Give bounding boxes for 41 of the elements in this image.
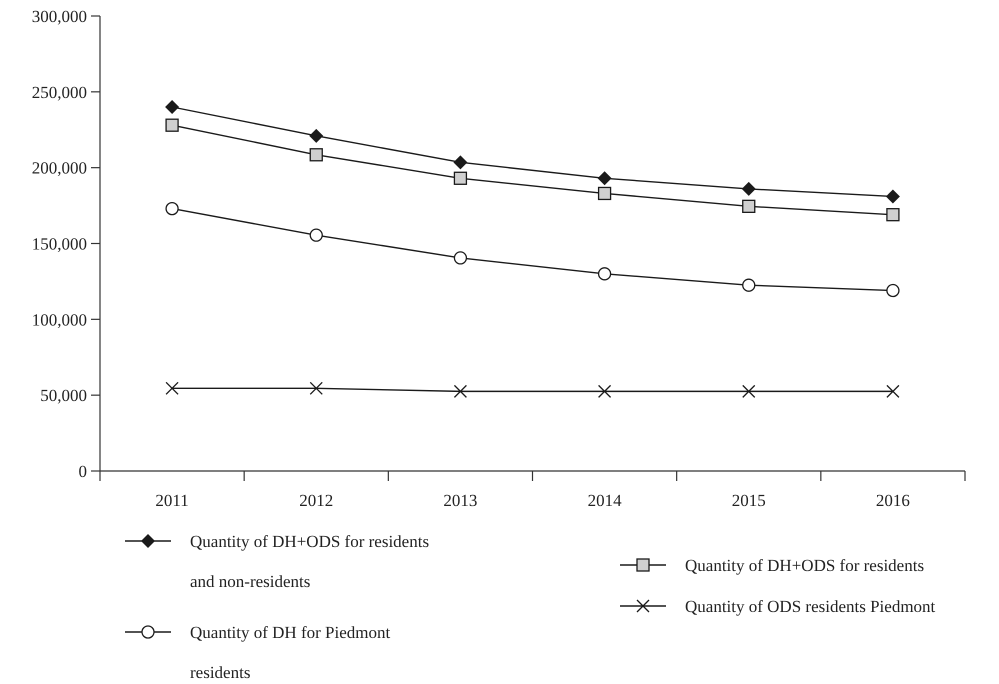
y-tick-label: 200,000 xyxy=(32,158,87,178)
point xyxy=(454,384,468,398)
y-tick-label: 100,000 xyxy=(32,310,87,330)
point xyxy=(310,228,323,242)
point xyxy=(886,208,900,222)
point xyxy=(598,384,612,398)
point xyxy=(742,384,756,398)
point xyxy=(454,172,468,185)
point xyxy=(165,382,179,395)
point xyxy=(598,267,612,280)
point xyxy=(886,384,900,398)
x-tick-label: 2016 xyxy=(876,490,910,510)
point xyxy=(454,251,468,265)
point xyxy=(165,100,180,114)
point xyxy=(742,278,756,292)
point xyxy=(598,186,612,200)
point xyxy=(453,155,468,170)
text: Quantity of DH for Piedmont residents xyxy=(190,622,390,682)
text: Quantity of DH+ODS for residents and non-residents xyxy=(190,532,430,591)
point xyxy=(310,148,323,162)
point xyxy=(886,189,900,204)
legend-label: Quantity of DH+ODS for residents xyxy=(685,556,924,575)
point xyxy=(165,202,179,216)
x-tick-label: 2014 xyxy=(588,490,622,510)
x-tick-label: 2015 xyxy=(732,490,766,510)
y-tick-label: 0 xyxy=(78,462,87,481)
point xyxy=(309,128,324,143)
x-tick-label: 2011 xyxy=(155,490,189,510)
y-tick-label: 50,000 xyxy=(40,386,87,406)
y-tick-label: 250,000 xyxy=(32,82,87,102)
y-tick-label: 300,000 xyxy=(32,6,87,26)
point xyxy=(310,382,323,395)
y-tick-label: 150,000 xyxy=(32,234,87,254)
point xyxy=(742,182,756,196)
point xyxy=(742,200,756,213)
legend-label: Quantity of ODS residents Piedmont xyxy=(685,596,936,616)
point xyxy=(598,171,612,186)
x-tick-label: 2013 xyxy=(443,490,478,510)
x-tick-label: 2012 xyxy=(299,490,334,510)
point xyxy=(165,118,179,132)
point xyxy=(886,284,900,298)
